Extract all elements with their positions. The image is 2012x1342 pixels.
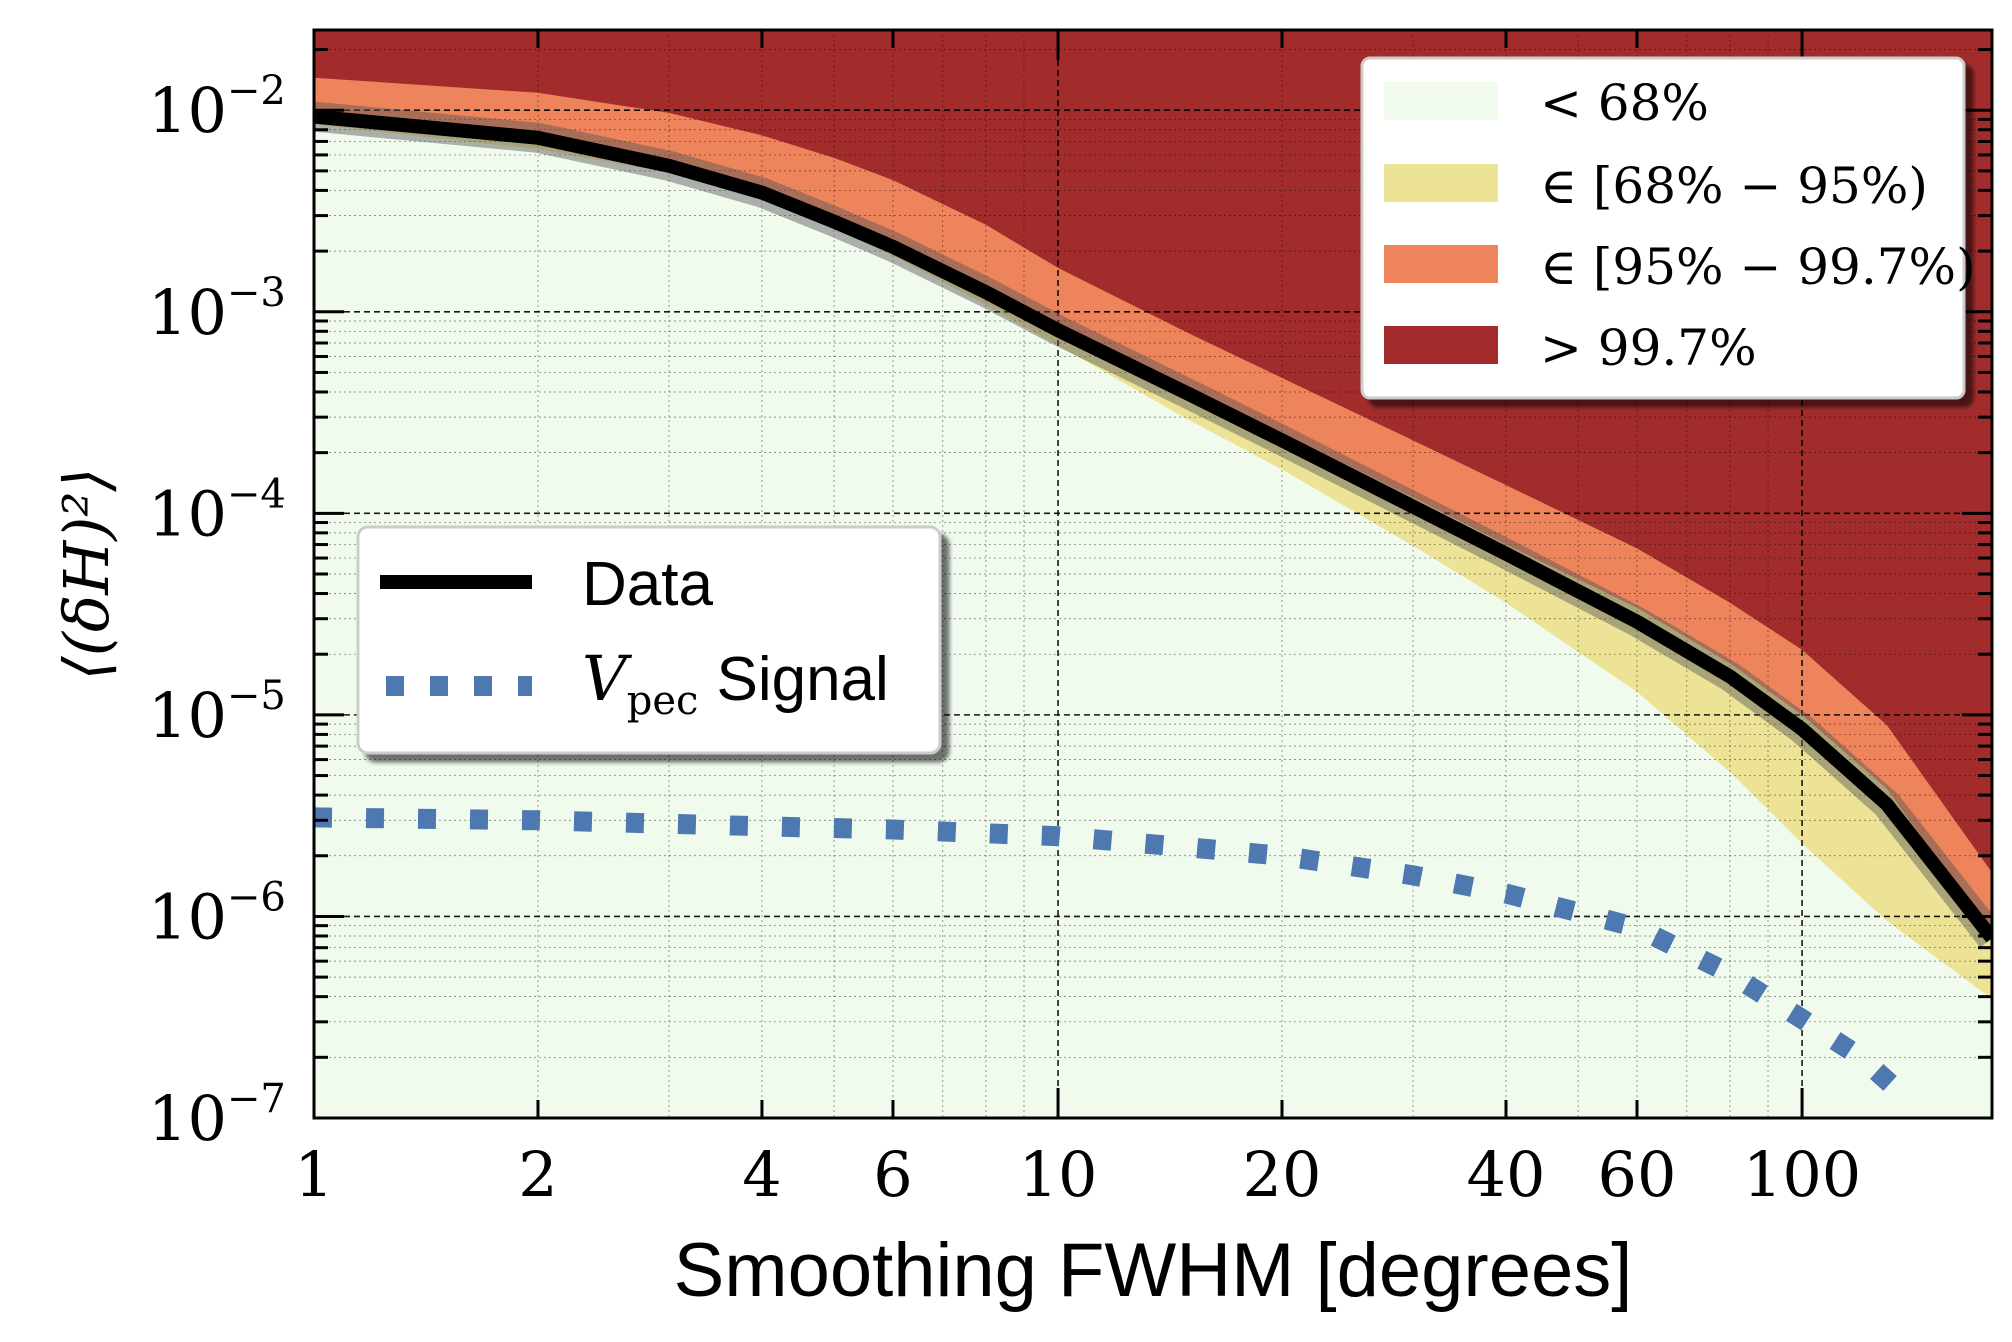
x-tick-label: 20: [1243, 1138, 1322, 1211]
y-axis-title: ⟨(δH)²⟩: [50, 467, 123, 680]
legend-data-label: Data: [582, 550, 713, 619]
x-tick-label: 60: [1598, 1138, 1677, 1211]
series-data-line: [314, 109, 1992, 943]
y-tick-label: 10−6: [148, 874, 286, 953]
y-tick-label: 10−5: [148, 673, 286, 752]
x-tick-label: 1: [294, 1138, 333, 1211]
band-0: [314, 124, 1992, 1118]
y-tick-label: 10−2: [148, 68, 286, 147]
axis-ticks: [312, 30, 1992, 1120]
series-vpec-signal-line: [314, 807, 1918, 1110]
x-tick-label: 10: [1019, 1138, 1098, 1211]
x-tick-label: 4: [742, 1138, 781, 1211]
x-axis-title: Smoothing FWHM [degrees]: [674, 1228, 1633, 1313]
y-tick-label: 10−3: [148, 270, 286, 349]
x-tick-label: 100: [1743, 1138, 1861, 1211]
series-legend: Data Vpec Signal: [356, 525, 942, 755]
legend-label-997: ∈ [95% − 99.7%): [1540, 238, 1976, 296]
x-tick-labels: 1 2 4 6 10 20 40 60 100: [294, 1138, 1861, 1211]
x-tick-label: 2: [518, 1138, 557, 1211]
series-lines: [314, 101, 1992, 1110]
band-legend-box: [1360, 56, 1966, 400]
y-tick-label: 10−4: [148, 471, 286, 550]
legend-swatch-997: [1384, 245, 1498, 283]
y-tick-label: 10−7: [148, 1076, 286, 1155]
band-legend: < 68% ∈ [68% − 95%) ∈ [95% − 99.7%) > 99…: [1360, 56, 1976, 400]
legend-swatch-top: [1384, 326, 1498, 364]
legend-vpec-label: Vpec Signal: [582, 642, 889, 724]
x-tick-label: 40: [1467, 1138, 1546, 1211]
legend-swatch-95: [1384, 164, 1498, 202]
legend-label-95: ∈ [68% − 95%): [1540, 157, 1928, 215]
legend-label-top: > 99.7%: [1540, 319, 1757, 377]
legend-swatch-68: [1384, 82, 1498, 120]
legend-label-68: < 68%: [1540, 74, 1709, 132]
x-tick-label: 6: [873, 1138, 912, 1211]
y-tick-labels: 10−2 10−3 10−4 10−5 10−6 10−7: [148, 68, 286, 1155]
